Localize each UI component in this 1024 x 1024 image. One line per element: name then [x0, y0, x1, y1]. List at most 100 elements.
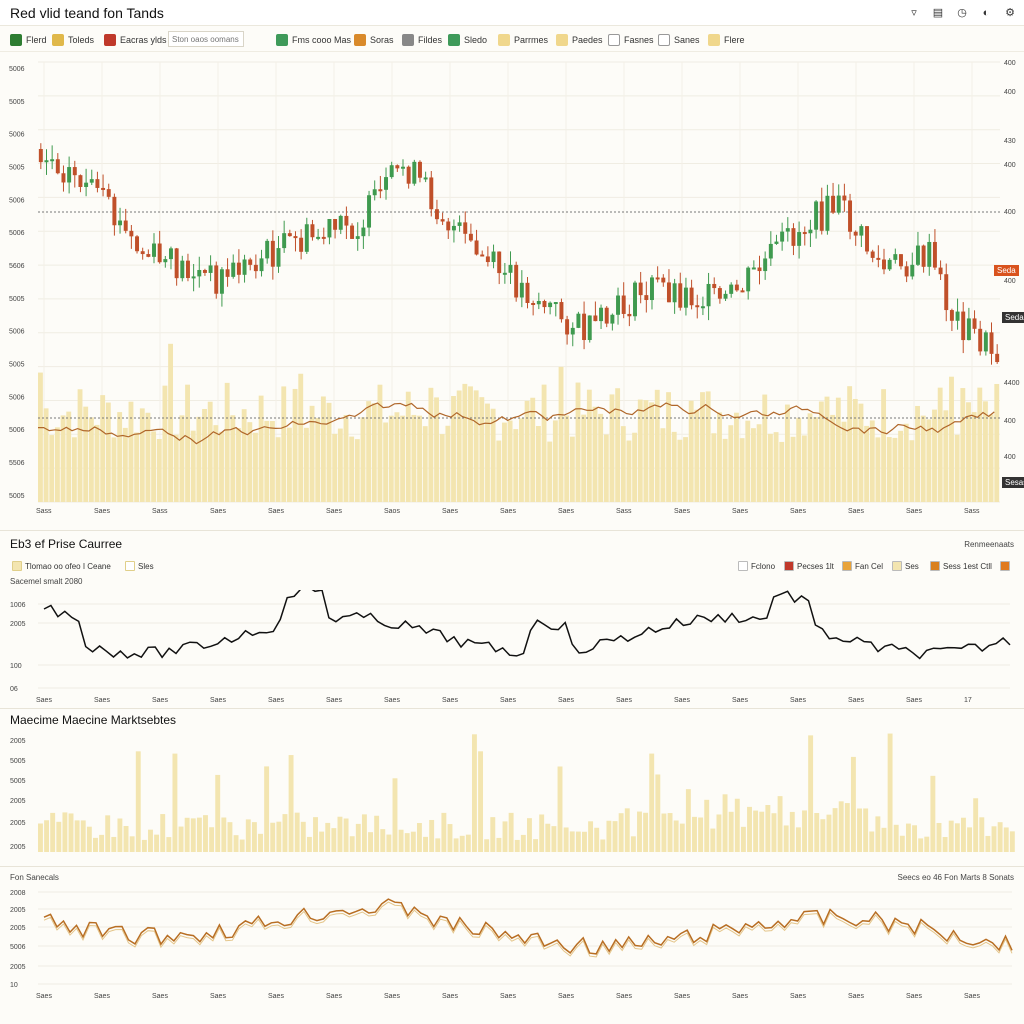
volume-bar	[926, 419, 932, 502]
right-tick-label: 4400	[1004, 380, 1020, 387]
volume-bar	[643, 400, 649, 502]
legend-label: Fan Cel	[855, 561, 884, 571]
candle-body	[768, 243, 773, 259]
volume-bar	[38, 823, 43, 852]
volume-bar	[694, 409, 700, 502]
volume-bar	[502, 422, 507, 502]
legend-item[interactable]: Sess 1est Ctll	[930, 560, 992, 572]
volume-bar	[875, 816, 881, 852]
toolbar-item[interactable]: Toleds	[52, 31, 94, 49]
settings-icon[interactable]: ⚙	[1005, 7, 1015, 19]
candle-body	[599, 307, 604, 322]
legend-item[interactable]: Fan Cel	[842, 560, 883, 572]
legend-item[interactable]: Ses	[892, 560, 919, 572]
legend-item[interactable]: Pecses 1lt	[784, 560, 834, 572]
volume-bar	[154, 834, 160, 852]
volume-bar	[303, 427, 309, 502]
volume-bar	[400, 415, 406, 502]
toolbar-item[interactable]: Fasnes	[608, 31, 654, 49]
candle-body	[870, 251, 875, 258]
candle-body	[972, 318, 977, 329]
candle-body	[695, 305, 700, 308]
volume-bar	[618, 813, 624, 852]
volume-bar	[355, 823, 361, 852]
legend-item[interactable]: Fclono	[738, 560, 775, 572]
volume-bar	[429, 819, 435, 852]
volume-bar	[286, 427, 292, 502]
toolbar-item[interactable]: Eacras ylds	[104, 31, 167, 49]
volume-bar	[552, 420, 558, 502]
trend-chart[interactable]: 2008 2005 2005 5006 2005 10 Saes Saes Saes Saes Sa…	[0, 884, 1024, 1004]
volume-bar	[100, 395, 106, 502]
candle-body	[949, 310, 954, 321]
volume-bar	[997, 822, 1003, 852]
volume-bar	[632, 432, 638, 502]
volume-bar	[844, 803, 850, 852]
price-chart[interactable]: 1006 2005 100 06 Saes Saes Saes Saes Saes Saes Sae…	[0, 590, 1024, 708]
volume-bar	[649, 753, 655, 852]
layout-icon[interactable]: ▤	[932, 7, 944, 19]
toolbar-item[interactable]: Sanes	[658, 31, 700, 49]
y-tick-label: 5006	[9, 230, 25, 237]
volume-bar	[383, 422, 389, 502]
x-tick-label: Sass	[616, 508, 632, 515]
legend-item[interactable]: Tlomao oo ofeo I Ceane	[12, 560, 111, 572]
volume-bar	[660, 428, 666, 502]
candle-body	[876, 257, 881, 260]
volume-bar	[603, 434, 609, 502]
volume-bar	[54, 427, 60, 502]
volume-bar	[434, 397, 439, 502]
toolbar-item[interactable]: Fms cooo Mas	[276, 31, 351, 49]
theme-icon[interactable]: ◐	[982, 7, 990, 19]
volume-bar	[756, 424, 762, 502]
candle-body	[751, 267, 756, 270]
candle-body	[910, 264, 915, 277]
volume-bar	[508, 812, 514, 852]
volume-bar	[209, 827, 215, 852]
candle-body	[106, 189, 111, 197]
volume-bar	[190, 430, 196, 502]
volume-bar	[241, 409, 247, 502]
toolbar-item-label: Soras	[370, 35, 394, 45]
volume-bar	[135, 751, 141, 852]
volume-bar	[734, 798, 740, 852]
volume-bar	[801, 435, 807, 502]
legend-item[interactable]: Sles	[125, 560, 154, 572]
clock-icon[interactable]: ◷	[957, 7, 967, 19]
toolbar-item[interactable]: Flerd	[10, 31, 47, 49]
toolbar-item[interactable]: Fildes	[402, 31, 442, 49]
volume-bar	[43, 408, 49, 502]
candle-body	[55, 159, 60, 174]
x-tick-label: Saes	[558, 697, 574, 704]
volume-bar	[93, 837, 98, 852]
volume-bar	[971, 412, 977, 502]
search-input[interactable]	[168, 31, 244, 47]
volume-bar	[343, 818, 349, 852]
legend-item[interactable]	[1000, 560, 1013, 572]
volume-bar	[661, 813, 667, 852]
toolbar-item[interactable]: Flere	[708, 31, 745, 49]
y-tick-label: 2008	[10, 890, 26, 897]
volume-bar	[558, 366, 564, 502]
toolbar-item[interactable]: Paedes	[556, 31, 603, 49]
toolbar-item[interactable]: Parrmes	[498, 31, 548, 49]
volume-bar	[496, 440, 502, 502]
volume-bar	[404, 833, 410, 852]
volume-bar	[783, 825, 789, 852]
volume-bar	[219, 431, 224, 502]
volume-chart[interactable]: 2005 5005 5005 2005 2005 2005	[0, 730, 1024, 864]
toolbar-item[interactable]: Sledo	[448, 31, 487, 49]
x-tick-label: Saes	[326, 993, 342, 1000]
volume-bar	[728, 811, 734, 852]
candle-body	[627, 313, 632, 317]
candle-body	[372, 189, 377, 196]
candle-body	[661, 277, 666, 283]
filter-icon[interactable]: ▿	[911, 7, 917, 19]
volume-bar	[354, 439, 360, 502]
legend-swatch	[892, 561, 902, 571]
legend-label: Sess 1est Ctll	[943, 561, 992, 571]
volume-bar	[985, 835, 991, 852]
y-tick-label: 5606	[9, 263, 25, 270]
main-chart[interactable]: 5006 5005 5006 5005 5006 5006 5606 5005 5006 5005…	[0, 54, 1024, 524]
toolbar-item[interactable]: Soras	[354, 31, 394, 49]
